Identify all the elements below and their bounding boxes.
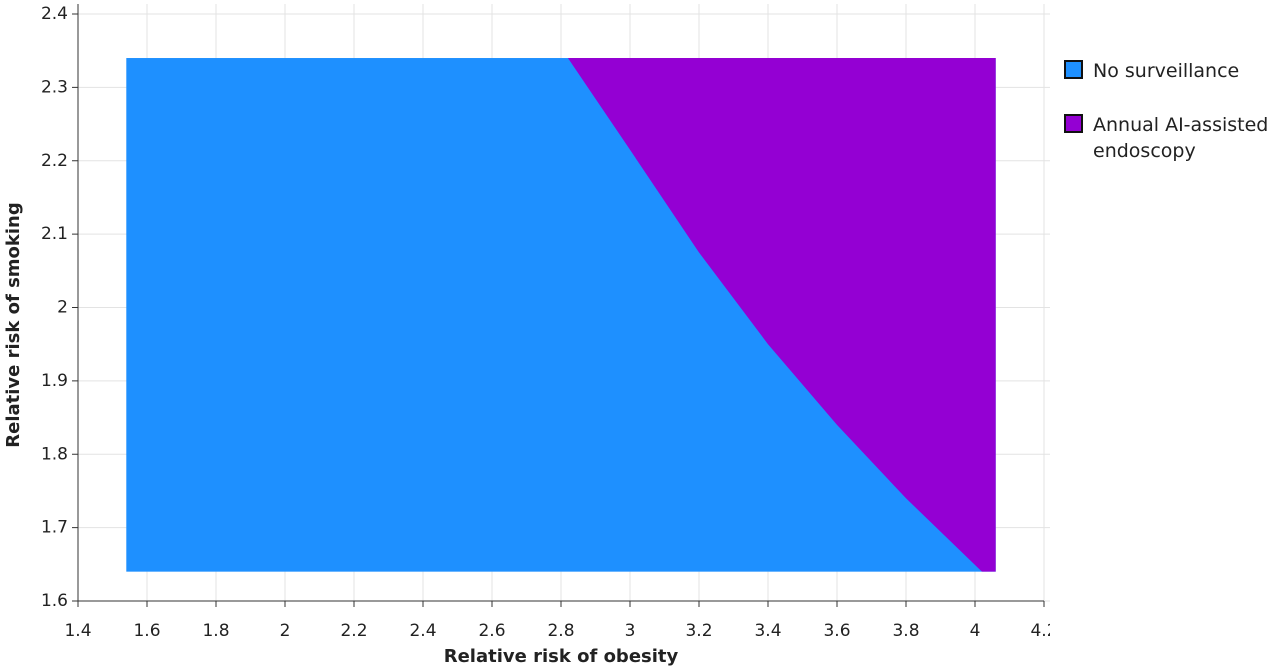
y-tick-label: 1.7 bbox=[41, 518, 68, 538]
legend-label: No surveillance bbox=[1093, 60, 1240, 82]
x-tick-label: 3.2 bbox=[685, 621, 712, 641]
region bbox=[567, 58, 996, 572]
legend-swatch bbox=[1064, 114, 1083, 133]
x-tick-label: 1.8 bbox=[202, 621, 229, 641]
legend-item: Annual AI-assisted endoscopy bbox=[1064, 112, 1280, 164]
x-axis-title: Relative risk of obesity bbox=[444, 646, 679, 667]
x-tick-label: 3 bbox=[625, 621, 636, 641]
legend-swatch bbox=[1064, 60, 1083, 79]
y-tick-label: 2.3 bbox=[41, 77, 68, 97]
x-tick-label: 4 bbox=[970, 621, 981, 641]
x-tick-label: 2.4 bbox=[409, 621, 436, 641]
y-tick-label: 2.2 bbox=[41, 151, 68, 171]
plot-area bbox=[126, 58, 996, 572]
x-tick-label: 1.6 bbox=[133, 621, 160, 641]
y-tick-label: 1.9 bbox=[41, 371, 68, 391]
x-tick-label: 2.8 bbox=[547, 621, 574, 641]
legend-label: Annual AI-assisted endoscopy bbox=[1093, 114, 1269, 162]
x-tick-label: 3.4 bbox=[754, 621, 781, 641]
y-tick-label: 1.6 bbox=[41, 591, 68, 611]
x-tick-label: 1.4 bbox=[64, 621, 91, 641]
y-tick-label: 2 bbox=[57, 298, 68, 318]
y-tick-label: 2.1 bbox=[41, 224, 68, 244]
y-axis-title: Relative risk of smoking bbox=[3, 202, 24, 448]
y-tick-label: 2.4 bbox=[41, 4, 68, 24]
x-tick-label: 2.6 bbox=[478, 621, 505, 641]
y-tick-label: 1.8 bbox=[41, 444, 68, 464]
legend-item: No surveillance bbox=[1064, 58, 1280, 84]
x-tick-label: 4.2 bbox=[1030, 621, 1050, 641]
x-tick-label: 2.2 bbox=[340, 621, 367, 641]
legend: No surveillance Annual AI-assisted endosc… bbox=[1064, 58, 1280, 192]
x-tick-label: 3.8 bbox=[892, 621, 919, 641]
chart: Relative risk of obesity Relative risk o… bbox=[3, 4, 1050, 667]
x-tick-label: 3.6 bbox=[823, 621, 850, 641]
x-tick-label: 2 bbox=[280, 621, 291, 641]
